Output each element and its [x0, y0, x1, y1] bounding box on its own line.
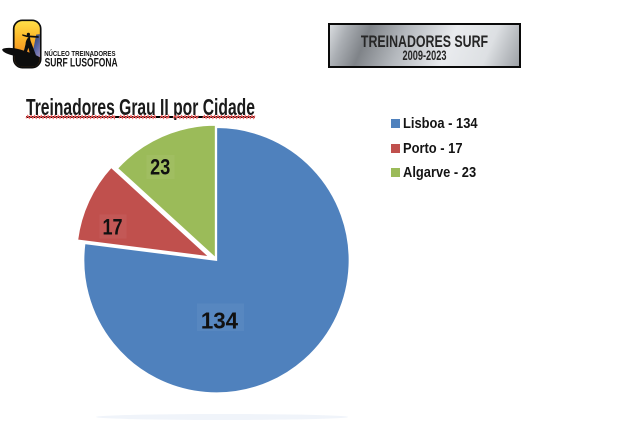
svg-text:17: 17 [102, 216, 122, 240]
svg-text:SURF LUSÓFONA: SURF LUSÓFONA [45, 57, 118, 70]
svg-text:NÚCLEO TREINADORES: NÚCLEO TREINADORES [44, 49, 115, 58]
svg-text:134: 134 [201, 307, 238, 334]
svg-text:23: 23 [150, 156, 170, 180]
